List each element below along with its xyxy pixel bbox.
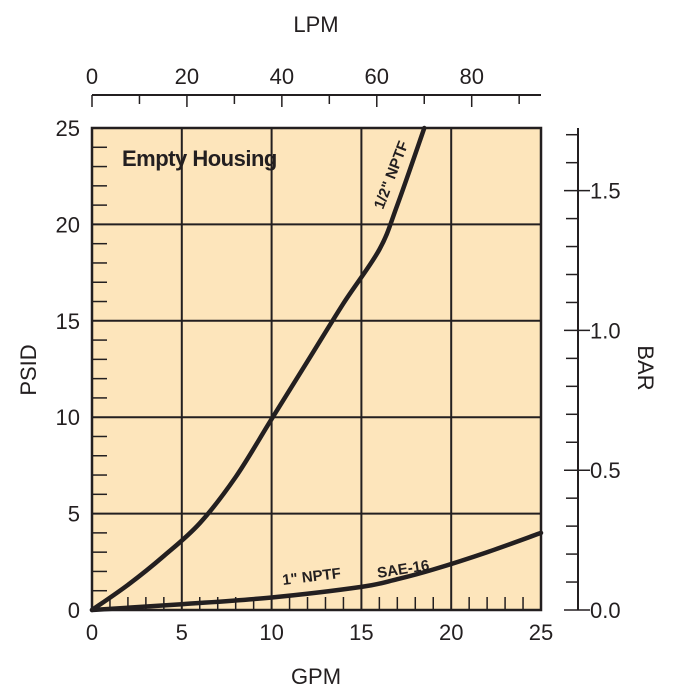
right-axis-tick-label: 1.5 bbox=[590, 179, 621, 204]
x-tick-label: 20 bbox=[439, 620, 463, 645]
y-tick-label: 0 bbox=[68, 598, 80, 623]
series-line-one-inch-nptf bbox=[89, 530, 544, 613]
curves bbox=[89, 125, 544, 613]
plot-background bbox=[92, 128, 541, 610]
y-tick-label: 10 bbox=[56, 405, 80, 430]
y-tick-label: 15 bbox=[56, 309, 80, 334]
x-tick-label: 5 bbox=[176, 620, 188, 645]
top-axis-label: LPM bbox=[293, 12, 338, 37]
grid bbox=[92, 128, 541, 610]
y-tick-label: 20 bbox=[56, 212, 80, 237]
chart-title: Empty Housing bbox=[122, 146, 277, 171]
right-axis-tick-label: 0.0 bbox=[590, 598, 621, 623]
top-axis-tick-label: 80 bbox=[459, 64, 483, 89]
x-axis-label: GPM bbox=[291, 664, 341, 689]
y-tick-label: 5 bbox=[68, 502, 80, 527]
y-axis-label: PSID bbox=[16, 344, 41, 395]
x-tick-label: 25 bbox=[529, 620, 553, 645]
plot-frame bbox=[90, 126, 543, 612]
y-tick-label: 25 bbox=[56, 116, 80, 141]
top-axis-tick-label: 0 bbox=[86, 64, 98, 89]
top-axis-tick-label: 20 bbox=[175, 64, 199, 89]
top-axis-tick-label: 40 bbox=[270, 64, 294, 89]
x-tick-label: 0 bbox=[86, 620, 98, 645]
axes: 0 5 10 15 20 25 0 5 10 15 20 25 0 20 40 60 80 0.0 0.5 1.0 1.… bbox=[56, 64, 621, 645]
right-axis-label: BAR bbox=[633, 345, 658, 390]
series-line-half-inch-nptf bbox=[89, 125, 427, 613]
x-tick-label: 15 bbox=[349, 620, 373, 645]
x-tick-label: 10 bbox=[259, 620, 283, 645]
right-axis-tick-label: 0.5 bbox=[590, 458, 621, 483]
right-axis-tick-label: 1.0 bbox=[590, 318, 621, 343]
top-axis-tick-label: 60 bbox=[365, 64, 389, 89]
